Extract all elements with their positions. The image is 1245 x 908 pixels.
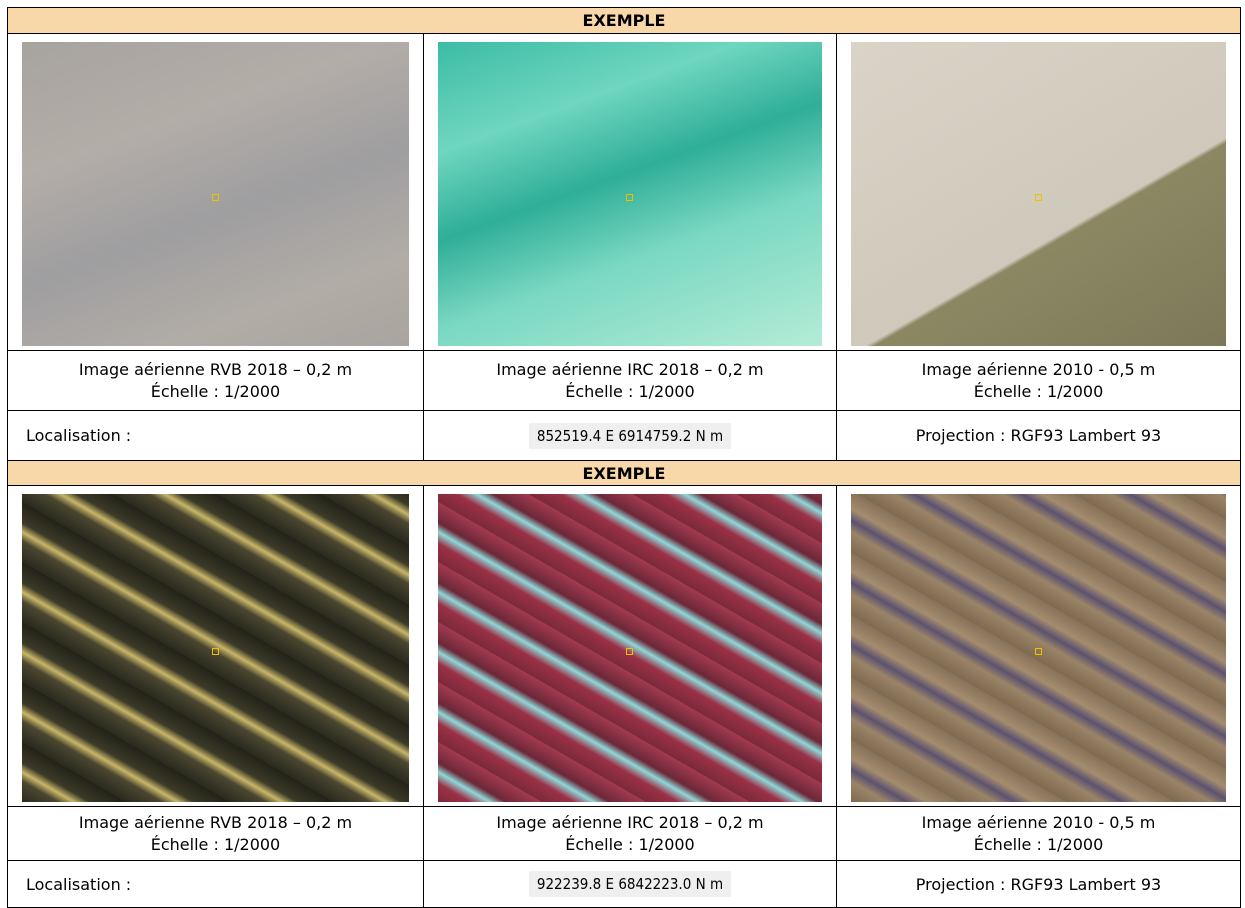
caption-cell: Image aérienne RVB 2018 – 0,2 m Échelle :…	[7, 806, 424, 861]
image-cell	[7, 33, 424, 351]
image-cell	[423, 33, 837, 351]
projection: Projection : RGF93 Lambert 93	[835, 410, 1242, 461]
location-label: Localisation :	[7, 410, 424, 461]
image-scale: Échelle : 1/2000	[150, 381, 281, 401]
aerial-image	[438, 494, 822, 802]
image-row	[7, 33, 1242, 351]
coordinates-cell: 852519.4 E 6914759.2 N m	[423, 410, 837, 461]
image-cell	[7, 485, 424, 807]
image-caption: Image aérienne 2010 - 0,5 m	[921, 812, 1156, 832]
image-scale: Échelle : 1/2000	[973, 834, 1104, 854]
table-body: EXEMPLE Image aérienne RVB 2018 – 0,2 m Éc…	[6, 7, 1242, 908]
image-row	[7, 485, 1242, 807]
image-scale: Échelle : 1/2000	[565, 381, 695, 401]
comparison-table: EXEMPLE Image aérienne RVB 2018 – 0,2 m Éc…	[6, 7, 1242, 908]
section-header: EXEMPLE	[6, 7, 1242, 34]
image-scale: Échelle : 1/2000	[565, 834, 695, 854]
coordinates: 852519.4 E 6914759.2 N m	[528, 422, 732, 449]
projection: Projection : RGF93 Lambert 93	[835, 860, 1242, 908]
aerial-image	[851, 42, 1227, 346]
caption-cell: Image aérienne IRC 2018 – 0,2 m Échelle :…	[423, 806, 837, 861]
image-cell	[835, 33, 1242, 351]
caption-row: Image aérienne RVB 2018 – 0,2 m Échelle :…	[7, 806, 1242, 861]
caption-cell: Image aérienne RVB 2018 – 0,2 m Échelle :…	[7, 350, 424, 411]
image-scale: Échelle : 1/2000	[973, 381, 1104, 401]
image-caption: Image aérienne 2010 - 0,5 m	[921, 359, 1156, 379]
header-row: EXEMPLE	[6, 460, 1242, 486]
aerial-image	[22, 494, 409, 802]
image-cell	[423, 485, 837, 807]
aerial-image	[851, 494, 1227, 802]
image-caption: Image aérienne RVB 2018 – 0,2 m	[78, 812, 353, 832]
header-row: EXEMPLE	[6, 7, 1242, 34]
caption-cell: Image aérienne 2010 - 0,5 m Échelle : 1/2…	[835, 806, 1242, 861]
location-label: Localisation :	[7, 860, 424, 908]
location-row: Localisation : 852519.4 E 6914759.2 N m Pr…	[7, 410, 1242, 461]
image-caption: Image aérienne RVB 2018 – 0,2 m	[78, 359, 353, 379]
coordinates: 922239.8 E 6842223.0 N m	[528, 871, 732, 897]
location-row: Localisation : 922239.8 E 6842223.0 N m Pr…	[7, 860, 1242, 908]
image-caption: Image aérienne IRC 2018 – 0,2 m	[496, 812, 764, 832]
aerial-image	[22, 42, 409, 346]
caption-cell: Image aérienne 2010 - 0,5 m Échelle : 1/2…	[835, 350, 1242, 411]
image-caption: Image aérienne IRC 2018 – 0,2 m	[496, 359, 764, 379]
image-scale: Échelle : 1/2000	[150, 834, 281, 854]
caption-row: Image aérienne RVB 2018 – 0,2 m Échelle :…	[7, 350, 1242, 411]
aerial-image	[438, 42, 822, 346]
coordinates-cell: 922239.8 E 6842223.0 N m	[423, 860, 837, 908]
section-header: EXEMPLE	[6, 460, 1242, 486]
image-cell	[835, 485, 1242, 807]
caption-cell: Image aérienne IRC 2018 – 0,2 m Échelle :…	[423, 350, 837, 411]
